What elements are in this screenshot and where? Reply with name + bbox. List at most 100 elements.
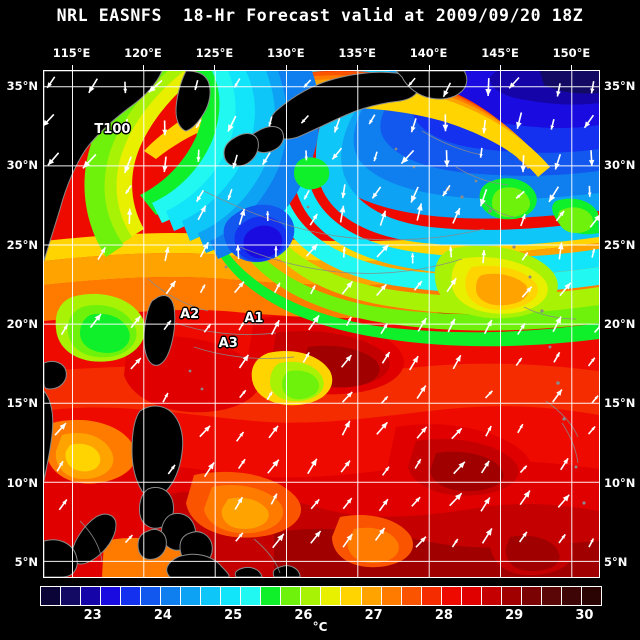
lon-tick-mark [285, 65, 287, 70]
map-plot-area: T100 A2 A1 A3 [43, 70, 600, 578]
wind-vector-arrow [410, 118, 417, 133]
sst-field-map [44, 71, 599, 577]
colorbar-cell [81, 587, 102, 605]
wind-vector-arrow [305, 243, 319, 257]
colorbar-cell [521, 587, 542, 605]
lon-tick-label: 135°E [338, 46, 377, 60]
wind-vector-arrow [591, 395, 599, 404]
wind-vector-arrow [448, 246, 453, 258]
wind-vector-arrow [517, 423, 524, 434]
wind-vector-arrow [130, 357, 142, 370]
wind-vector-arrow [44, 113, 55, 127]
wind-vector-arrow [485, 78, 492, 97]
wind-vector-arrow [521, 251, 529, 261]
wind-vector-arrow [339, 205, 346, 223]
lat-tick-label-right: 20°N [604, 317, 636, 331]
colorbar-tick-label: 28 [434, 608, 453, 623]
lon-tick-label: 120°E [124, 46, 162, 60]
wind-vector-arrow [56, 460, 64, 472]
colorbar-cell [381, 587, 402, 605]
wind-vector-arrow [266, 211, 270, 222]
lat-tick-label-left: 20°N [6, 317, 38, 331]
wind-vector-arrow [239, 389, 247, 399]
wind-vector-arrow [310, 530, 322, 544]
wind-vector-arrow [518, 531, 528, 543]
lon-tick-label: 150°E [552, 46, 591, 60]
wind-vector-arrow [196, 149, 201, 162]
colorbar-cell [361, 587, 382, 605]
wind-vector-arrow [238, 321, 245, 331]
colorbar-cell [41, 587, 62, 605]
colorbar-tick-label: 26 [294, 608, 313, 623]
wind-vector-arrow [162, 392, 169, 403]
wind-vector-arrow [446, 277, 457, 293]
wind-vector-arrow [558, 533, 566, 544]
wind-vector-arrow [442, 82, 452, 98]
wind-vector-arrow [345, 316, 352, 327]
lat-tick-label-right: 5°N [604, 555, 628, 570]
wind-vector-arrow [233, 78, 241, 88]
lon-tick-label: 140°E [409, 46, 448, 60]
wind-vector-arrow [309, 285, 316, 295]
wind-vector-arrow [557, 242, 564, 260]
wind-vector-arrow [124, 534, 133, 544]
wind-vector-arrow [451, 427, 463, 440]
wind-vector-arrow [238, 354, 250, 369]
colorbar-tick-label: 30 [575, 608, 594, 623]
wind-vector-arrow [482, 119, 487, 134]
wind-vector-arrow [199, 241, 210, 258]
figure-title: NRL EASNFS 18-Hr Forecast valid at 2009/… [56, 6, 584, 25]
wind-vector-arrow [261, 152, 271, 166]
lon-tick-label: 125°E [195, 46, 234, 60]
wind-vector-arrow [195, 119, 202, 129]
lon-tick-mark [71, 65, 73, 70]
wind-vector-arrow [125, 185, 132, 195]
wind-vector-arrow [199, 284, 206, 294]
wind-vector-arrow [123, 118, 128, 133]
wind-vector-arrow [307, 458, 318, 475]
wind-vector-arrow [553, 351, 561, 363]
wind-vector-arrow [552, 316, 562, 333]
wind-vector-arrow [60, 324, 69, 336]
colorbar-cell [301, 587, 322, 605]
lat-tick-label-left: 30°N [6, 158, 38, 173]
wind-vector-arrow [333, 118, 341, 133]
wind-vector-arrow [341, 184, 346, 199]
wind-vector-arrow [380, 322, 389, 335]
colorbar-cell [481, 587, 502, 605]
wind-vector-arrow [123, 81, 128, 94]
wind-vector-arrow [203, 461, 215, 478]
bathymetry-contours [79, 130, 579, 574]
wind-vector-arrow [341, 391, 353, 403]
wind-vector-arrow [480, 460, 490, 474]
wind-vector-arrow [516, 112, 523, 129]
wind-vector-arrow [413, 280, 423, 291]
wind-vector-arrow [162, 120, 168, 136]
wind-vector-arrow [162, 156, 168, 173]
colorbar-cell [261, 587, 282, 605]
lat-tick-label-right: 25°N [604, 237, 636, 252]
wind-vector-arrow [270, 319, 280, 335]
colorbar-tick-label: 27 [364, 608, 383, 623]
wind-vector-arrow [452, 354, 462, 370]
wind-vector-arrow [444, 150, 450, 167]
wind-vector-arrow [88, 78, 98, 94]
colorbar [40, 586, 602, 606]
wind-vector-arrow [167, 464, 176, 475]
wind-vector-arrow [400, 149, 415, 165]
colorbar-tick-label: 24 [153, 608, 172, 623]
wind-vector-arrow [590, 81, 595, 94]
wind-vector-arrow [520, 213, 526, 227]
wind-vector-overlay [44, 76, 599, 549]
lat-tick-label-right: 30°N [604, 158, 636, 173]
wind-vector-arrow [309, 213, 318, 226]
wind-vector-arrow [410, 186, 419, 203]
wind-vector-arrow [58, 499, 68, 511]
wind-vector-arrow [588, 150, 595, 167]
wind-vector-arrow [300, 114, 309, 124]
wind-vector-arrow [97, 246, 107, 261]
wind-vector-arrow [267, 459, 280, 474]
wind-vector-arrow [554, 154, 562, 170]
wind-vector-arrow [270, 493, 278, 505]
lon-tick-mark [357, 65, 359, 70]
